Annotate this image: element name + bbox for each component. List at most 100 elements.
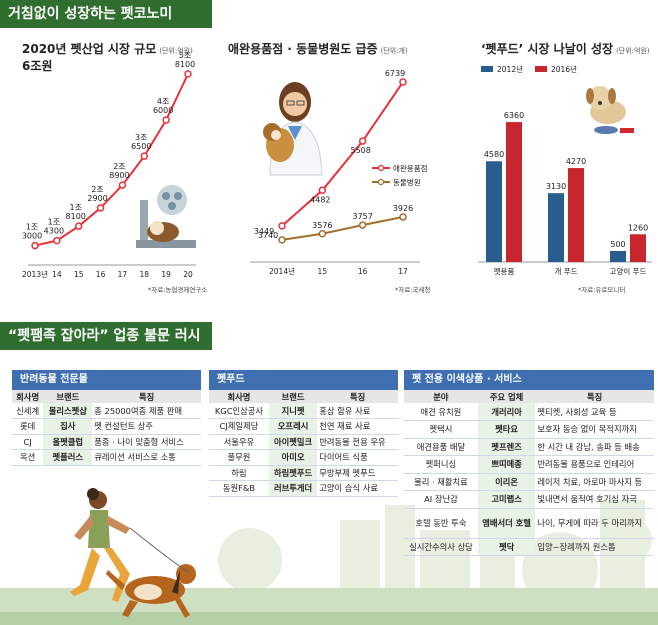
- feature-cell: 한 시간 내 강남, 송파 등 배송: [535, 438, 654, 456]
- feature-cell: 레이저 치료, 아로마 마사지 등: [535, 473, 654, 491]
- brand-cell: 몰리스펫샵: [43, 403, 93, 419]
- running-dog-illustration: [106, 564, 196, 618]
- brand-cell: 펫타요: [477, 420, 536, 439]
- chart2-data-label: 3449: [254, 227, 274, 236]
- chart2-point: [358, 221, 367, 229]
- chart1-data-label: 5조: [179, 51, 191, 60]
- chart2-data-label: 5508: [350, 146, 370, 155]
- company-cell: 신세계: [12, 403, 44, 419]
- brand-cell: 펫프렌즈: [477, 438, 536, 456]
- company-cell: 물리 · 재활치료: [404, 473, 478, 491]
- brand-cell: 앰배서더 호텔: [477, 508, 536, 539]
- page-title: 거침없이 성장하는 펫코노미: [8, 6, 173, 22]
- chart2-legend-label: 동물병원: [393, 178, 421, 187]
- chart3-data-label: 6360: [504, 111, 524, 120]
- chart3-legend-label: 2012년: [497, 64, 523, 74]
- table-row: 실시간수의사 상담 펫닥 입양~장례까지 원스톱: [404, 538, 654, 556]
- chart1-tick-label: 15: [74, 270, 84, 279]
- table-row: 애견용품 배달 펫프렌즈 한 시간 내 강남, 송파 등 배송: [404, 438, 654, 456]
- table-row: KGC인삼공사 지니펫 홍삼 함유 사료: [209, 403, 398, 419]
- chart1-point: [74, 222, 83, 230]
- brand-cell: 지니펫: [268, 403, 318, 419]
- chart2-series-line: [281, 81, 404, 227]
- company-cell: 옥션: [12, 449, 44, 466]
- vet-table-illustration: [136, 185, 196, 248]
- table-row: 물리 · 재활치료 이리온 레이저 치료, 아로마 마사지 등: [404, 473, 654, 491]
- company-cell: KGC인삼공사: [209, 403, 269, 419]
- feature-cell: 나이, 무게에 따라 두 마리까지: [535, 508, 654, 539]
- column-header: 브랜드: [43, 390, 93, 403]
- company-cell: 애견용품 배달: [404, 438, 478, 456]
- chart1-point: [140, 152, 149, 160]
- chart2-tick-label: 17: [398, 267, 408, 276]
- chart1-data-label: 8100: [175, 60, 195, 69]
- chart1-point: [96, 204, 105, 212]
- chart1-tick-label: 17: [118, 270, 128, 279]
- chart3-bar: [486, 161, 502, 262]
- chart1-point: [53, 236, 61, 245]
- chart2-data-label: 3576: [312, 221, 332, 230]
- chart1-data-label: 2조: [91, 185, 103, 194]
- company-cell: 실시간수의사 상담: [404, 538, 478, 556]
- chart3-tick-label: 개 푸드: [554, 266, 577, 276]
- chart2-legend-marker: [377, 178, 385, 186]
- chart1-data-label: 8100: [66, 212, 86, 221]
- table-row: 동원F&B 러브투게더 고양이 습식 사료: [209, 480, 398, 497]
- feature-cell: 반려동물 전용 우유: [317, 434, 398, 450]
- chart1-svg: 1조30002013년1조4300141조8100152조2900162조890…: [22, 51, 196, 279]
- chart2-data-label: 3740: [258, 231, 278, 240]
- feature-cell: 보호자 동승 없이 목적지까지: [535, 420, 654, 439]
- brand-cell: 아이펫밀크: [268, 434, 318, 450]
- panel-specialty-mall: 반려동물 전문몰 회사명 브랜드 특징 신세계 몰리스펫샵 총 25000여종 제품…: [12, 370, 201, 466]
- company-cell: 하림: [209, 465, 269, 481]
- chart1-data-label: 1조: [48, 218, 60, 227]
- company-cell: CJ: [12, 434, 44, 450]
- chart2-legend-marker: [377, 164, 385, 172]
- chart1-data-label: 6500: [131, 142, 151, 151]
- company-cell: 서울우유: [209, 434, 269, 450]
- feature-cell: 다이어트 식품: [317, 449, 398, 466]
- table-row: 애견 유치원 개러리아 펫티켓, 사회성 교육 등: [404, 403, 654, 421]
- feature-cell: 입양~장례까지 원스톱: [535, 538, 654, 556]
- services-table: 분야 주요 업체 특징 애견 유치원 개러리아 펫티켓, 사회성 교육 등 펫택시 펫타…: [404, 390, 654, 556]
- chart2-tick-label: 2014년: [269, 266, 295, 276]
- brand-cell: 하림펫푸드: [268, 465, 318, 481]
- chart2-tick-label: 15: [318, 267, 328, 276]
- brand-cell: 오프레시: [268, 418, 318, 435]
- chart1-data-label: 8900: [109, 171, 129, 180]
- chart2-data-label: 3926: [393, 204, 413, 213]
- feature-cell: 고양이 습식 사료: [317, 480, 398, 497]
- chart2-data-label: 4482: [310, 195, 330, 204]
- chart1-data-label: 3조: [135, 133, 147, 142]
- chart3-source: *자료:유로모니터: [578, 286, 626, 294]
- chart3-legend-label: 2016년: [551, 64, 577, 74]
- chart3-data-label: 4270: [566, 157, 586, 166]
- section2-banner: “펫팸족 잡아라” 업종 불문 러시: [0, 322, 212, 350]
- chart3-tick-label: 펫용품: [494, 266, 515, 276]
- chart2-point: [318, 186, 327, 195]
- chart1-tick-label: 2013년: [22, 269, 48, 279]
- chart1-tick-label: 19: [161, 270, 171, 279]
- feature-cell: 홍삼 함유 사료: [317, 403, 398, 419]
- column-header: 분야: [404, 390, 478, 403]
- chart3-tick-label: 고양이 푸드: [610, 266, 647, 276]
- feature-cell: 반려동물 용품으로 인테리어: [535, 455, 654, 474]
- chart1-series-line: [34, 73, 189, 247]
- table-row: 하림 하림펫푸드 무방부제 펫푸드: [209, 465, 398, 481]
- chart2-point: [358, 137, 367, 145]
- veterinarian-illustration: [263, 82, 323, 176]
- chart2-point: [278, 222, 286, 230]
- chart3-bar: [610, 251, 626, 262]
- chart2-series-line: [281, 215, 404, 241]
- chart1-data-label: 6000: [153, 106, 173, 115]
- brand-cell: 고미랩스: [477, 490, 536, 509]
- brand-cell: 올펫클럽: [43, 434, 93, 450]
- column-header: 특징: [535, 390, 654, 403]
- column-header: 회사명: [209, 390, 269, 403]
- chart3-bar: [506, 122, 522, 262]
- chart1-tick-label: 20: [183, 270, 193, 279]
- company-cell: CJ제일제당: [209, 418, 269, 435]
- chart1-title: 2020년 펫산업 시장 규모 (단위:억원) 6조원: [22, 42, 193, 73]
- feature-cell: 빛내면서 움직여 호기심 자극: [535, 490, 654, 509]
- chart3-data-label: 4580: [484, 150, 504, 159]
